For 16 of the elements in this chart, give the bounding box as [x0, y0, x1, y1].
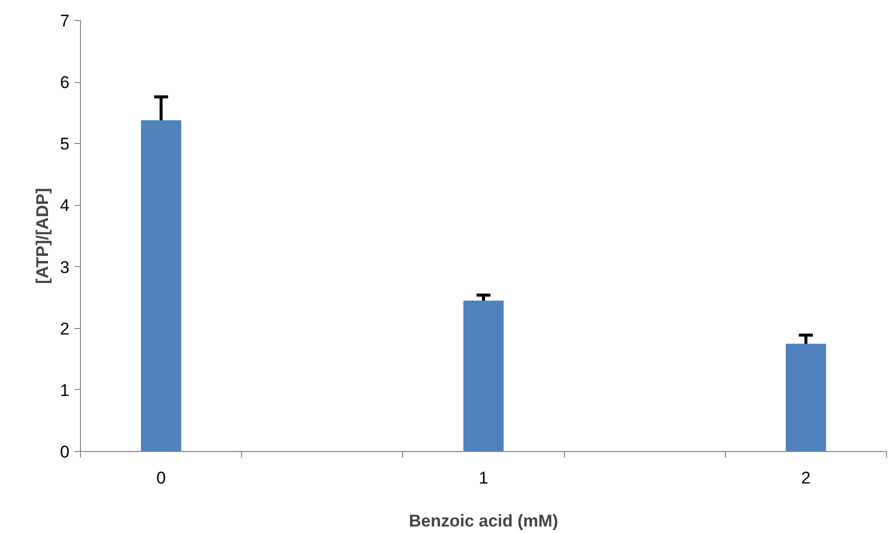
bar	[786, 344, 826, 452]
y-tick-label: 4	[60, 196, 70, 216]
x-tick-label: 1	[478, 468, 488, 488]
y-tick-label: 5	[60, 134, 70, 154]
y-tick-label: 3	[60, 258, 70, 277]
y-tick-label: 7	[60, 12, 70, 30]
y-axis-title: [ATP]/[ADP]	[33, 188, 52, 284]
x-tick-label: 0	[156, 468, 166, 488]
y-tick-label: 1	[60, 380, 70, 400]
bar	[140, 120, 182, 452]
bar	[463, 300, 504, 452]
y-tick-label: 6	[60, 73, 70, 92]
x-axis-title: Benzoic acid (mM)	[408, 512, 558, 530]
x-tick-label: 2	[801, 468, 811, 488]
y-tick-label: 0	[60, 442, 70, 462]
y-tick-label: 2	[60, 319, 70, 338]
